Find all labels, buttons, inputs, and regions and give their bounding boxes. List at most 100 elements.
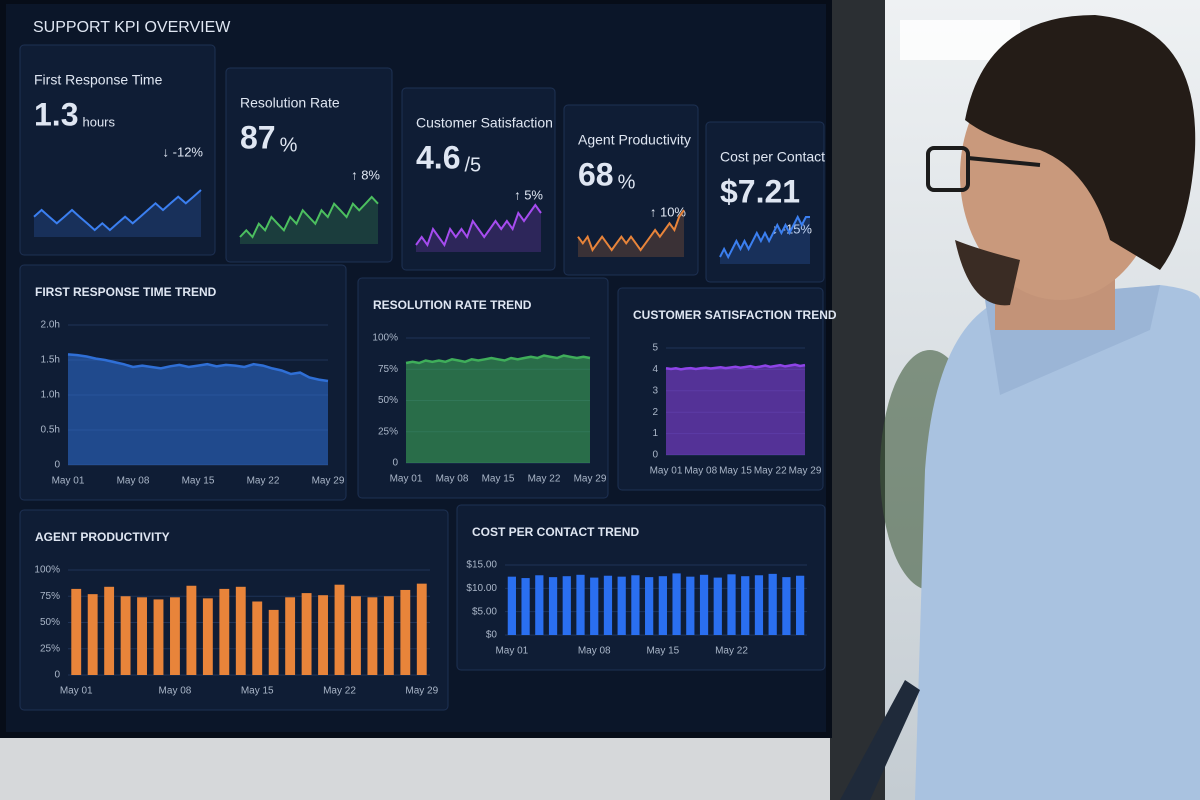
y-tick-label: 100% <box>372 333 398 344</box>
chart-title: AGENT PRODUCTIVITY <box>35 530 170 544</box>
x-tick-label: May 15 <box>646 646 679 657</box>
y-tick-label: 0 <box>54 460 60 471</box>
bar <box>603 575 613 635</box>
bar <box>186 585 197 675</box>
bar <box>658 576 667 635</box>
x-tick-label: May 29 <box>405 686 438 697</box>
bar <box>631 575 640 635</box>
bar <box>548 577 558 635</box>
bar <box>713 577 722 635</box>
x-tick-label: May 29 <box>312 476 345 487</box>
bar <box>796 575 805 635</box>
bar <box>318 595 328 675</box>
bar <box>252 601 263 675</box>
y-tick-label: 5 <box>652 343 658 354</box>
bar <box>562 576 571 635</box>
bar <box>301 593 312 675</box>
y-tick-label: 1.0h <box>41 390 60 401</box>
y-tick-label: $5.00 <box>472 606 497 617</box>
y-tick-label: $15.00 <box>466 560 497 571</box>
x-tick-label: May 29 <box>574 474 607 485</box>
y-tick-label: 3 <box>652 385 658 396</box>
y-tick-label: 0 <box>652 450 658 461</box>
kpi-value: 1.3 <box>34 96 78 132</box>
sparkline <box>719 214 810 260</box>
kpi-label: Cost per Contact <box>720 149 825 165</box>
bar <box>645 577 654 635</box>
y-tick-label: 0 <box>392 458 398 469</box>
area <box>68 354 328 465</box>
chart-title: COST PER CONTACT TREND <box>472 525 639 539</box>
bar <box>120 596 131 675</box>
kpi-delta: ↑ 10% <box>650 204 687 219</box>
x-tick-label: May 22 <box>754 466 787 477</box>
x-tick-label: May 01 <box>650 466 683 477</box>
y-tick-label: $10.00 <box>466 583 497 594</box>
kpi-delta: ↑ 5% <box>514 187 543 202</box>
bar <box>268 609 279 675</box>
bar <box>507 576 516 635</box>
bar <box>699 574 709 635</box>
sparkline-area <box>720 217 810 264</box>
x-tick-label: May 15 <box>241 686 274 697</box>
y-tick-label: 2.0h <box>41 320 60 331</box>
bar <box>202 598 213 675</box>
bar <box>219 588 230 675</box>
sparkline <box>577 209 685 253</box>
panel <box>401 87 556 271</box>
x-tick-label: May 08 <box>159 686 192 697</box>
kpi-value: $7.21 <box>720 173 800 209</box>
bar <box>672 573 681 635</box>
dashboard-title: SUPPORT KPI OVERVIEW <box>33 19 231 36</box>
kpi-label: Resolution Rate <box>240 95 340 111</box>
y-tick-label: 25% <box>378 426 398 437</box>
tablet <box>840 680 920 800</box>
bar <box>782 577 791 635</box>
sparkline-area <box>416 205 541 252</box>
sparkline <box>239 195 379 239</box>
bar <box>686 576 695 635</box>
x-tick-label: May 01 <box>390 474 423 485</box>
kpi-value: 4.6 <box>416 139 460 175</box>
kpi-label: First Response Time <box>34 72 163 88</box>
y-tick-label: 50% <box>40 617 60 628</box>
bar <box>153 599 164 675</box>
bar <box>617 576 626 635</box>
line <box>67 353 329 383</box>
x-tick-label: May 01 <box>52 476 85 487</box>
bar <box>576 574 585 635</box>
bar <box>137 597 147 675</box>
line <box>405 354 591 365</box>
bar <box>768 573 777 635</box>
bar <box>351 596 361 675</box>
y-tick-label: $0 <box>486 630 498 641</box>
hair <box>965 15 1196 270</box>
panel <box>563 104 699 276</box>
x-tick-label: May 01 <box>60 686 93 697</box>
beard <box>955 240 1020 306</box>
bar <box>383 596 394 675</box>
y-tick-label: 25% <box>40 643 60 654</box>
dashboard: First Response Time 1.3 hours ↓ -12% Resolut… <box>19 44 837 711</box>
x-tick-label: May 15 <box>182 476 215 487</box>
kpi-value: 87 <box>240 119 276 155</box>
panel <box>225 67 393 263</box>
chart-title: CUSTOMER SATISFACTION TREND <box>633 308 837 322</box>
kpi-label: Agent Productivity <box>578 132 691 148</box>
bar <box>170 597 180 675</box>
bar <box>590 577 599 635</box>
x-tick-label: May 08 <box>578 646 611 657</box>
person <box>840 15 1200 800</box>
x-tick-label: May 08 <box>684 466 717 477</box>
bar <box>334 584 345 675</box>
area <box>406 355 590 463</box>
bar <box>400 589 411 675</box>
y-tick-label: 1.5h <box>41 355 60 366</box>
x-tick-label: May 22 <box>323 686 356 697</box>
x-tick-label: May 29 <box>789 466 822 477</box>
y-tick-label: 0 <box>54 670 60 681</box>
kpi-unit: % <box>280 134 298 156</box>
bar <box>727 574 736 635</box>
glasses-arm <box>967 156 1041 167</box>
x-tick-label: May 15 <box>482 474 515 485</box>
